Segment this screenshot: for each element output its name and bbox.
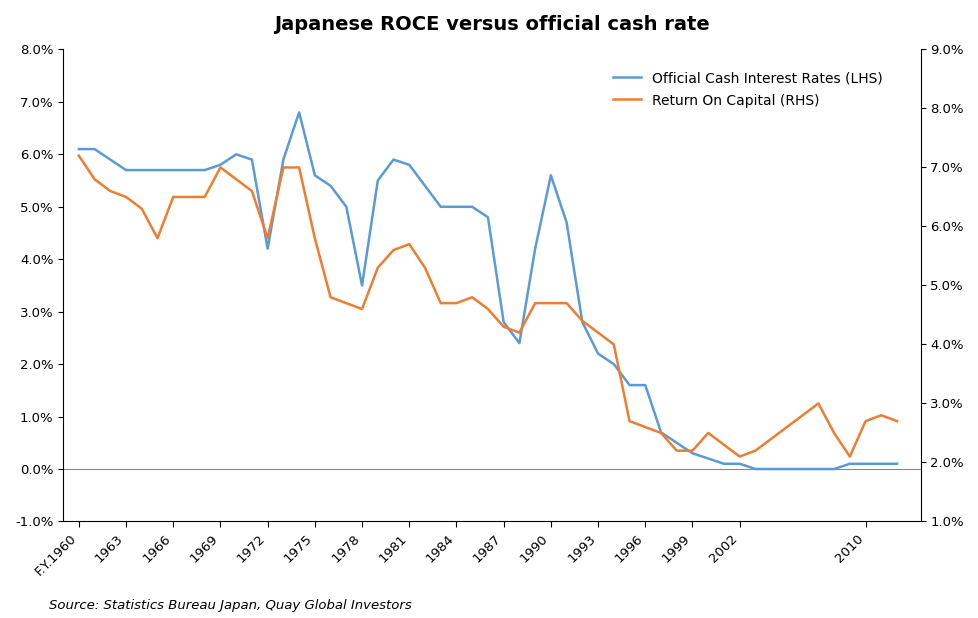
Official Cash Interest Rates (LHS) xyxy=(607,360,619,368)
Official Cash Interest Rates (LHS) xyxy=(623,381,635,389)
Return On Capital (RHS) xyxy=(293,164,305,171)
Return On Capital (RHS) xyxy=(734,453,745,460)
Official Cash Interest Rates (LHS) xyxy=(73,145,85,153)
Official Cash Interest Rates (LHS) xyxy=(749,465,761,473)
Line: Official Cash Interest Rates (LHS): Official Cash Interest Rates (LHS) xyxy=(79,112,896,469)
Official Cash Interest Rates (LHS) xyxy=(309,172,321,179)
Return On Capital (RHS) xyxy=(73,152,85,159)
Official Cash Interest Rates (LHS) xyxy=(560,219,572,226)
Official Cash Interest Rates (LHS) xyxy=(890,460,902,467)
Legend: Official Cash Interest Rates (LHS), Return On Capital (RHS): Official Cash Interest Rates (LHS), Retu… xyxy=(606,66,887,113)
Text: Source: Statistics Bureau Japan, Quay Global Investors: Source: Statistics Bureau Japan, Quay Gl… xyxy=(49,599,412,612)
Title: Japanese ROCE versus official cash rate: Japanese ROCE versus official cash rate xyxy=(274,15,709,34)
Return On Capital (RHS) xyxy=(545,300,556,307)
Return On Capital (RHS) xyxy=(890,417,902,425)
Official Cash Interest Rates (LHS) xyxy=(717,460,729,467)
Return On Capital (RHS) xyxy=(701,430,713,437)
Return On Capital (RHS) xyxy=(592,329,603,336)
Line: Return On Capital (RHS): Return On Capital (RHS) xyxy=(79,156,896,457)
Official Cash Interest Rates (LHS) xyxy=(293,109,305,116)
Return On Capital (RHS) xyxy=(560,300,572,307)
Return On Capital (RHS) xyxy=(812,400,823,407)
Official Cash Interest Rates (LHS) xyxy=(576,318,588,326)
